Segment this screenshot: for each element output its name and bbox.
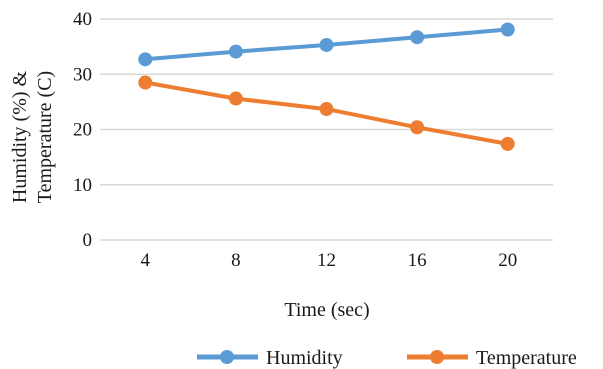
legend-item-temperature: Temperature xyxy=(407,347,577,369)
y-tick-labels: 0 10 20 30 40 xyxy=(73,9,92,251)
series-temperature xyxy=(138,75,515,151)
y-gridlines xyxy=(100,18,553,241)
x-tick-label-8: 8 xyxy=(231,250,241,271)
legend-item-humidity: Humidity xyxy=(197,347,343,369)
data-point-humidity-4 xyxy=(138,52,153,67)
legend-humidity-label: Humidity xyxy=(266,347,343,369)
data-point-temperature-4 xyxy=(138,75,153,90)
y-tick-label-40: 40 xyxy=(73,9,92,30)
data-point-humidity-12 xyxy=(319,37,334,52)
data-point-humidity-8 xyxy=(228,44,243,59)
y-tick-label-10: 10 xyxy=(73,175,92,196)
series-humidity xyxy=(138,22,515,67)
x-tick-label-12: 12 xyxy=(317,250,336,271)
legend-temperature-label: Temperature xyxy=(476,347,577,369)
data-point-temperature-8 xyxy=(228,91,243,106)
y-axis-title-line-2: Temperature (C) xyxy=(34,71,56,203)
y-tick-label-0: 0 xyxy=(83,230,93,251)
series-layer xyxy=(138,22,515,151)
x-tick-label-20: 20 xyxy=(498,250,517,271)
y-tick-label-30: 30 xyxy=(73,64,92,85)
x-tick-labels: 4 8 12 16 20 xyxy=(141,250,518,271)
legend: Humidity Temperature xyxy=(197,347,577,369)
x-axis-title: Time (sec) xyxy=(284,299,369,321)
x-tick-label-4: 4 xyxy=(141,250,151,271)
y-axis-title: Humidity (%) & Temperature (C) xyxy=(9,70,56,203)
y-tick-label-20: 20 xyxy=(73,120,92,141)
data-point-humidity-16 xyxy=(410,30,425,45)
data-point-humidity-20 xyxy=(500,22,515,37)
legend-humidity-marker xyxy=(220,350,234,364)
data-point-temperature-20 xyxy=(500,136,515,151)
y-axis-title-line-1: Humidity (%) & xyxy=(9,70,31,203)
x-tick-label-16: 16 xyxy=(408,250,427,271)
data-point-temperature-16 xyxy=(410,120,425,135)
data-point-temperature-12 xyxy=(319,102,334,117)
legend-temperature-marker xyxy=(430,350,444,364)
